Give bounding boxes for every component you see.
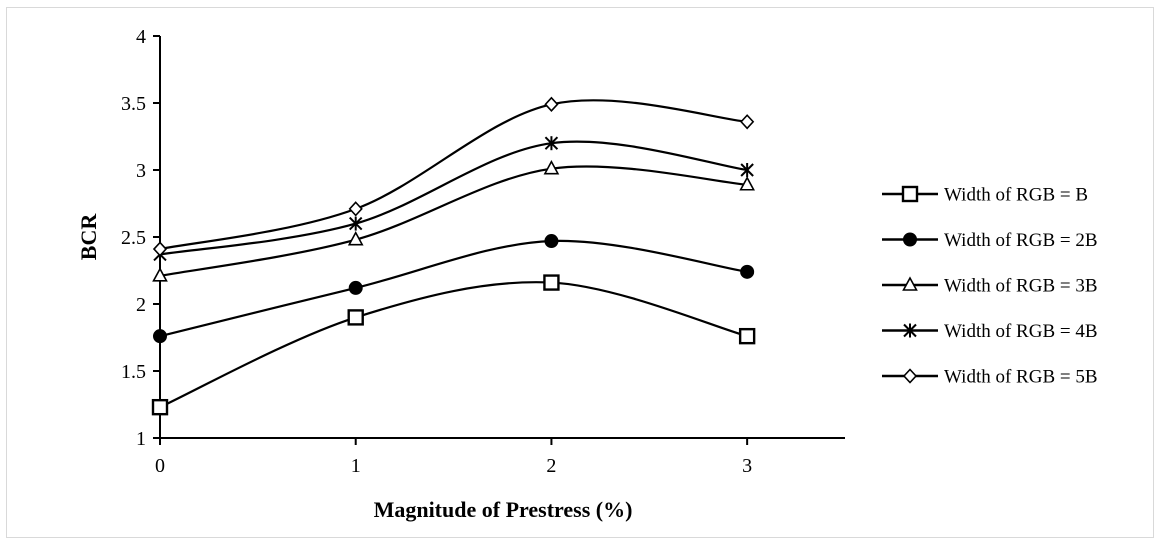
series-line xyxy=(159,281,748,409)
chart-frame xyxy=(6,7,1154,538)
series-5 xyxy=(152,96,755,257)
y-tick-label: 1.5 xyxy=(121,361,146,383)
data-point xyxy=(740,163,754,177)
y-axis-title: BCR xyxy=(76,213,101,261)
legend-label: Width of RGB = 2B xyxy=(944,230,1098,251)
data-point xyxy=(349,216,363,231)
data-point xyxy=(544,234,559,249)
series-line xyxy=(159,239,748,338)
data-point xyxy=(152,241,168,257)
legend-label: Width of RGB = 3B xyxy=(944,276,1098,297)
series-2 xyxy=(153,234,755,344)
legend-item: Width of RGB = 2B xyxy=(882,230,1098,251)
series-layer xyxy=(151,96,756,416)
data-point xyxy=(740,264,755,279)
legend-marker xyxy=(903,232,917,247)
data-point xyxy=(544,96,559,113)
legend-marker xyxy=(902,276,918,291)
legend-marker xyxy=(902,368,918,384)
data-point xyxy=(739,176,755,191)
legend-item: Width of RGB = 3B xyxy=(882,276,1098,297)
data-point xyxy=(151,398,169,416)
y-tick-label: 3.5 xyxy=(121,93,146,115)
x-tick-label: 1 xyxy=(351,455,361,477)
data-point xyxy=(347,231,364,246)
data-point xyxy=(738,327,756,345)
x-tick-label: 3 xyxy=(742,455,752,477)
series-line xyxy=(159,165,748,277)
series-line xyxy=(159,99,748,251)
legend-item: Width of RGB = 5B xyxy=(882,367,1098,388)
legend: Width of RGB = B Width of RGB = 2B Width o… xyxy=(882,185,1098,388)
data-point xyxy=(740,114,755,130)
legend-item: Width of RGB = B xyxy=(882,185,1088,206)
x-axis-title: Magnitude of Prestress (%) xyxy=(374,497,633,522)
y-tick-label: 2 xyxy=(136,294,146,316)
data-point xyxy=(153,329,167,344)
legend-item: Width of RGB = 4B xyxy=(882,321,1098,342)
series-3 xyxy=(152,159,755,282)
x-tick-label: 0 xyxy=(155,455,165,477)
data-point xyxy=(347,309,364,326)
legend-label: Width of RGB = 4B xyxy=(944,321,1098,342)
legend-label: Width of RGB = B xyxy=(944,185,1088,206)
legend-label: Width of RGB = 5B xyxy=(944,367,1098,388)
y-tick-label: 4 xyxy=(136,26,146,48)
data-point xyxy=(152,267,168,282)
y-tick-label: 1 xyxy=(136,428,146,450)
series-line xyxy=(159,140,748,256)
series-1 xyxy=(151,274,756,416)
legend-marker xyxy=(901,185,919,203)
axes: 11.522.533.540 1 2 3 xyxy=(121,26,845,477)
data-point xyxy=(348,280,363,295)
y-tick-label: 2.5 xyxy=(121,227,146,249)
data-point xyxy=(348,201,363,217)
data-point xyxy=(543,159,560,175)
legend-marker xyxy=(903,323,917,338)
y-tick-label: 3 xyxy=(136,160,146,182)
data-point xyxy=(543,274,560,291)
x-tick-label: 2 xyxy=(546,455,556,477)
series-4 xyxy=(153,136,754,262)
data-point xyxy=(544,136,559,151)
